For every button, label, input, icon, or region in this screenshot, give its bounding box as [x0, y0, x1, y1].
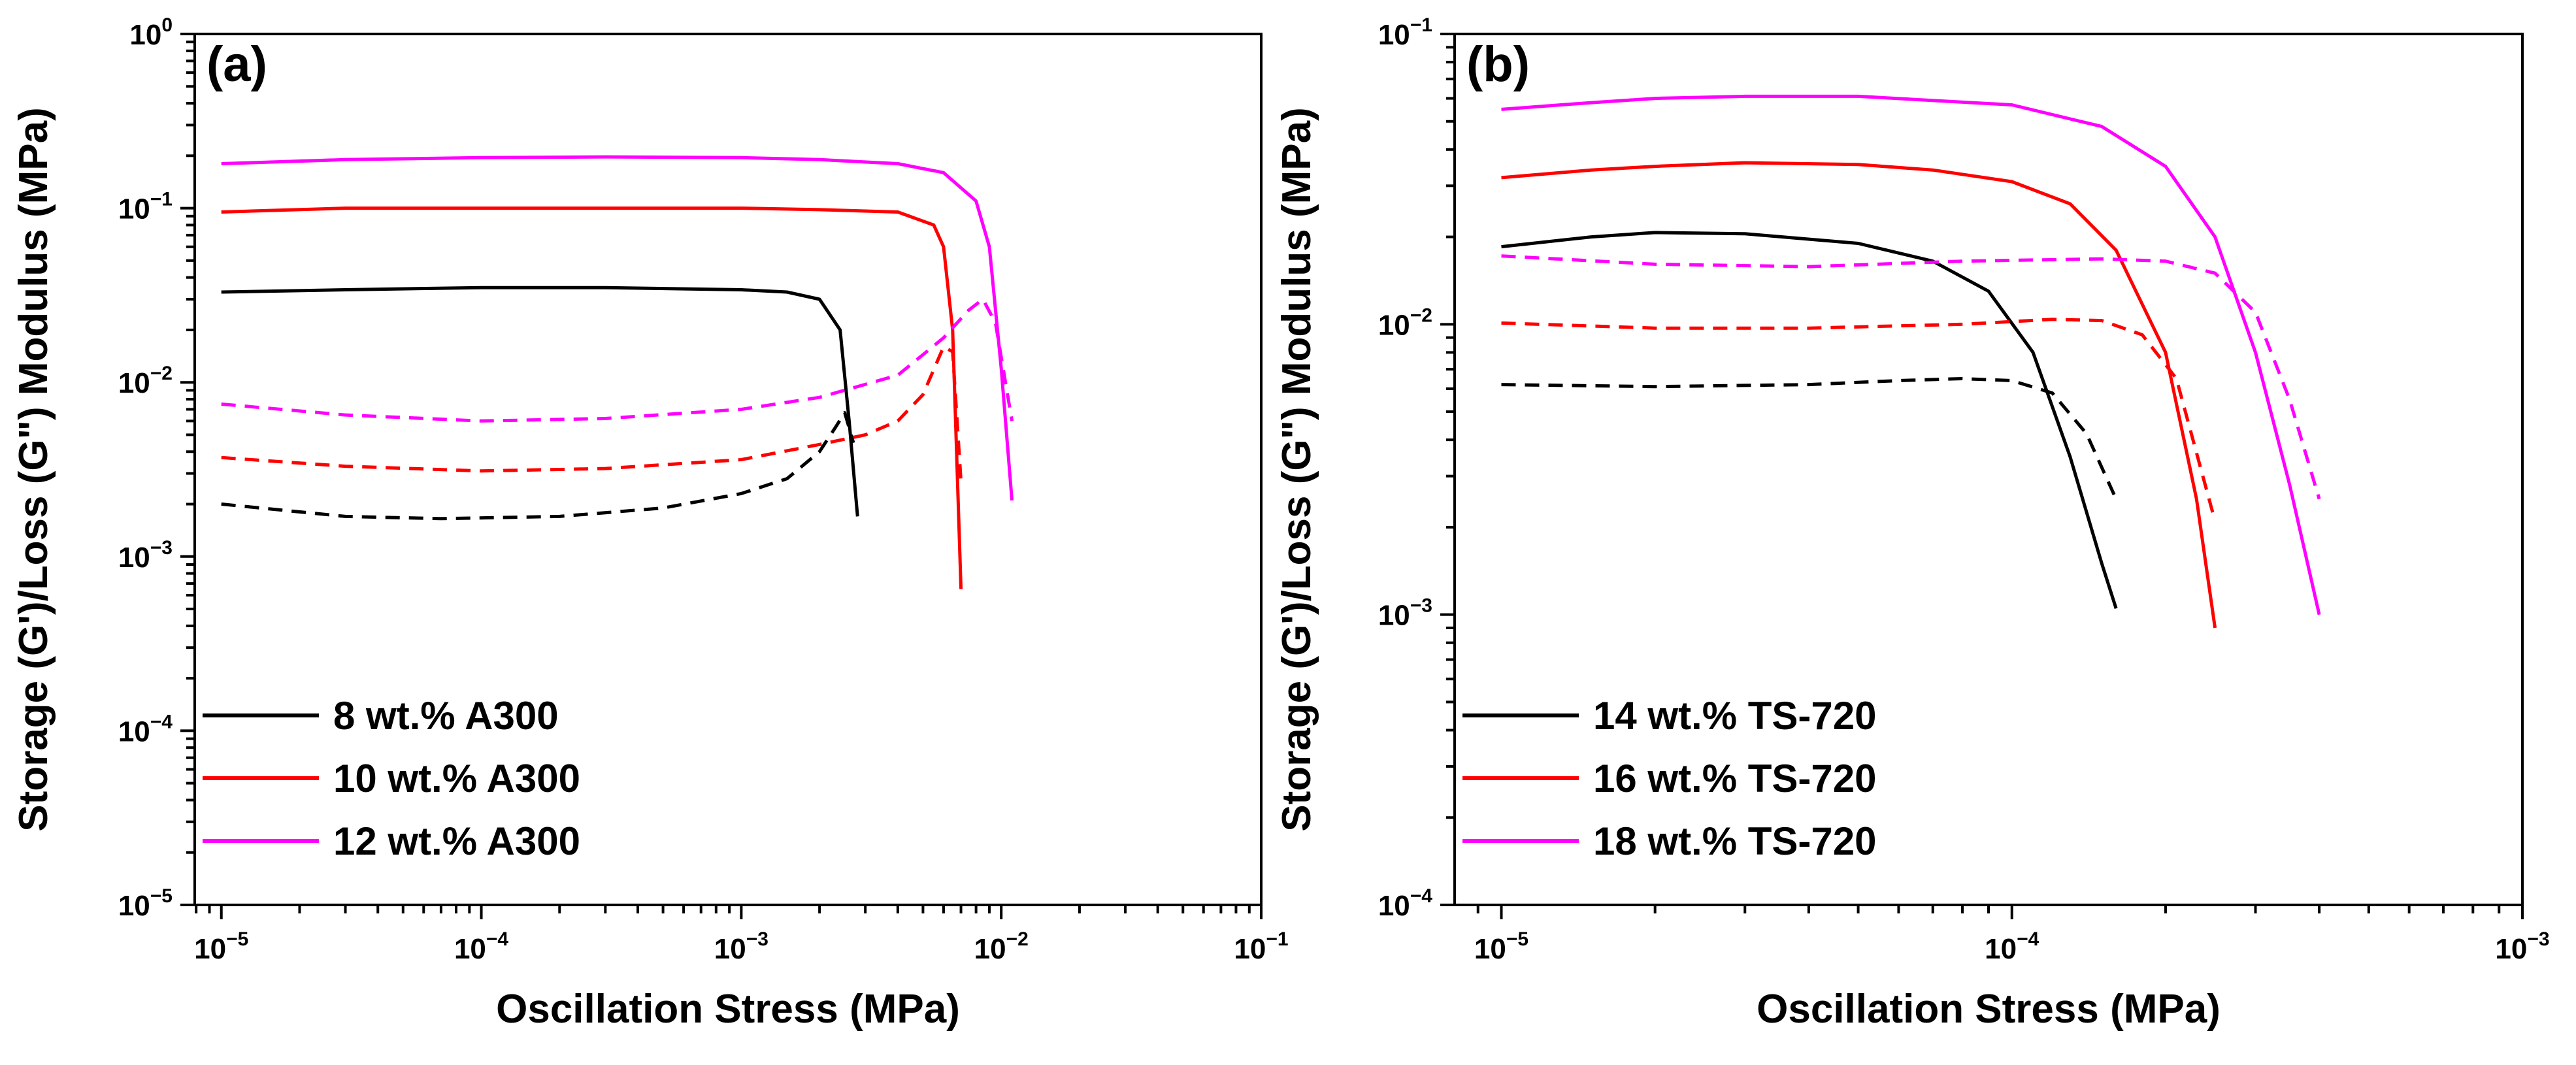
panel-b-x-tick-label: 10−3	[2495, 928, 2549, 965]
panel-b-series-black-loss	[1501, 377, 2118, 500]
panel-b-y-tick-label: 10−4	[1378, 885, 1432, 922]
panel-b-y-tick-label: 10−1	[1378, 14, 1432, 51]
panel-a-y-axis-title: Storage (G')/Loss (G") Modulus (MPa)	[11, 107, 56, 831]
panel-b-legend-label: 14 wt.% TS-720	[1593, 694, 1877, 738]
panel-a-x-tick-label: 10−1	[1234, 928, 1288, 965]
panel-b-series-magenta-storage	[1501, 94, 2321, 615]
panel-b-x-tick-label: 10−5	[1474, 928, 1528, 965]
panel-a-x-tick-label: 10−4	[454, 928, 508, 965]
panel-a-x-tick-label: 10−5	[194, 928, 248, 965]
panel-b: 10−5 10−4 10−3 10−4 10−3 10−2 10−1 Oscillation …	[1274, 14, 2550, 1032]
panel-a-legend-label: 10 wt.% A300	[333, 757, 580, 800]
panel-a-series-magenta-storage	[221, 155, 1014, 501]
panel-b-x-tick-label: 10−4	[1985, 928, 2039, 965]
panel-a-y-tick-label: 10−5	[118, 885, 173, 922]
panel-b-series-magenta-loss	[1501, 254, 2321, 500]
panel-a-y-tick-label: 10−4	[118, 711, 173, 747]
panel-a-legend-label: 8 wt.% A300	[333, 694, 559, 738]
panel-a: 10−5 10−4 10−3 10−2 10−1 10−5 10−4 10−3 10−2 10−1…	[11, 14, 1289, 1032]
panel-b-legend-label: 16 wt.% TS-720	[1593, 757, 1877, 800]
panel-a-x-tick-label: 10−2	[974, 928, 1029, 965]
panel-b-series-red-loss	[1501, 318, 2217, 522]
panel-a-legend-label: 12 wt.% A300	[333, 819, 580, 863]
panel-a-y-tick-label: 100	[129, 14, 173, 51]
panel-b-y-axis-title: Storage (G')/Loss (G") Modulus (MPa)	[1274, 107, 1319, 831]
panel-b-x-axis-title: Oscillation Stress (MPa)	[1757, 987, 2221, 1032]
panel-a-plot-frame	[193, 33, 1263, 906]
panel-a-x-tick-label: 10−3	[714, 928, 768, 965]
panel-b-series-red-storage	[1501, 161, 2217, 629]
panel-a-y-tick-label: 10−3	[118, 537, 173, 574]
panel-b-label: (b)	[1466, 37, 1530, 92]
panel-a-label: (a)	[206, 37, 267, 92]
panel-a-series-red-storage	[221, 206, 963, 589]
panel-a-series-black-storage	[221, 286, 859, 517]
panel-a-x-axis-title: Oscillation Stress (MPa)	[496, 987, 960, 1032]
panel-b-legend-label: 18 wt.% TS-720	[1593, 819, 1877, 863]
panel-a-series-black-loss	[221, 411, 855, 521]
panel-b-y-tick-label: 10−2	[1378, 304, 1432, 341]
panel-b-y-tick-label: 10−3	[1378, 595, 1432, 632]
panel-b-series-black-storage	[1501, 231, 2118, 610]
panel-a-y-tick-label: 10−2	[118, 363, 173, 399]
panel-a-series-red-loss	[221, 345, 963, 482]
panel-a-series-magenta-loss	[221, 297, 1014, 423]
panel-a-y-tick-label: 10−1	[118, 189, 173, 225]
